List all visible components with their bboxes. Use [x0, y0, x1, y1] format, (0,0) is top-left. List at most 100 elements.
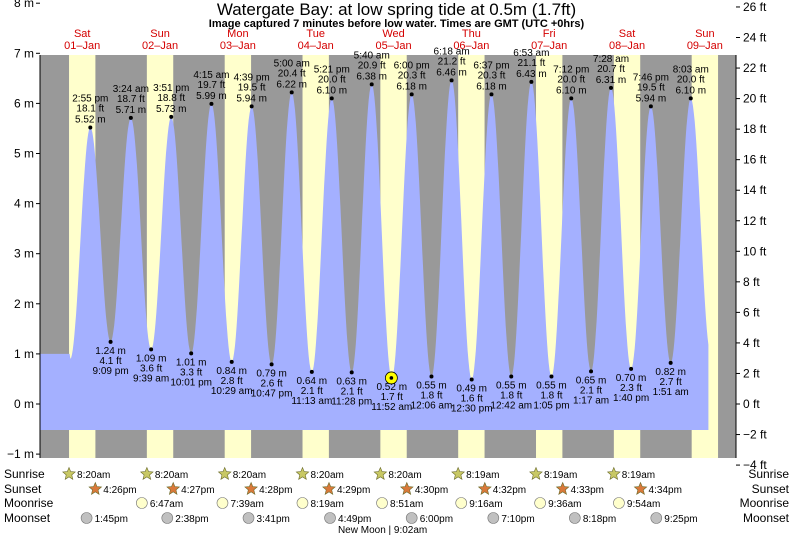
moonrise-row-label-right: Moonrise: [740, 496, 790, 510]
moonset-time: 7:10pm: [501, 514, 534, 525]
sunrise-time: 8:19am: [466, 470, 499, 481]
low-tide-point: [269, 362, 274, 367]
moonrise-icon: [216, 497, 229, 509]
sunset-time: 4:32pm: [493, 485, 526, 496]
sunrise-icon: [139, 466, 154, 480]
high-tide-metres: 5.73 m: [156, 104, 187, 115]
low-tide-time: 1:40 pm: [613, 393, 649, 404]
low-tide-time: 10:29 am: [211, 386, 253, 397]
axes: −1 m 0 m 1 m 2 m 3 m 4 m 5 m 6 m 7 m 8 m −4 ft −2 f…: [7, 0, 767, 472]
chart-title: Watergate Bay: at low spring tide at 0.5…: [216, 0, 577, 19]
day-name-label: Thu: [462, 28, 481, 40]
low-tide-metres: 0.64 m: [297, 376, 328, 387]
sunrise-icon: [606, 466, 621, 480]
moonset-row-label-right: Moonset: [743, 511, 790, 525]
day-name-label: Fri: [543, 28, 556, 40]
sunrise-time: 8:20am: [155, 470, 188, 481]
low-tide-feet: 2.1 ft: [341, 386, 363, 397]
day-date-label: 04–Jan: [298, 40, 334, 52]
right-tick-label: 20 ft: [743, 92, 767, 106]
tide-curve: [40, 80, 709, 431]
low-tide-feet: 2.1 ft: [301, 386, 323, 397]
left-tick-label: 1 m: [14, 347, 34, 361]
sunset-row-label-left: Sunset: [4, 482, 42, 496]
low-tide-point: [629, 366, 634, 371]
sunrise-icon: [451, 466, 466, 480]
high-tide-metres: 5.99 m: [196, 91, 227, 102]
high-tide-feet: 20.3 ft: [478, 70, 506, 81]
low-tide-point: [149, 347, 154, 352]
moonset-time: 8:18pm: [583, 514, 616, 525]
day-date-label: 05–Jan: [375, 40, 411, 52]
low-tide-time: 12:06 am: [411, 400, 453, 411]
low-tide-feet: 3.3 ft: [180, 367, 202, 378]
high-tide-metres: 6.10 m: [316, 85, 347, 96]
high-tide-metres: 6.18 m: [396, 81, 427, 92]
high-tide-point: [688, 96, 693, 101]
high-tide-time: 8:03 am: [673, 64, 709, 75]
left-tick-label: 7 m: [14, 46, 34, 60]
right-tick-label: 8 ft: [743, 275, 760, 289]
astronomy-rows: Sunrise Sunrise 8:20am 8:20am 8:20am 8:20am 8:…: [4, 466, 790, 536]
low-tide-feet: 3.6 ft: [140, 363, 162, 374]
sunset-icon: [555, 481, 570, 495]
high-tide-time: 7:28 am: [593, 54, 629, 65]
low-tide-metres: 0.63 m: [336, 376, 367, 387]
left-tick-label: 2 m: [14, 297, 34, 311]
tide-area: [40, 80, 709, 431]
moonset-icon: [650, 512, 663, 524]
sunset-icon: [477, 481, 492, 495]
sunset-time: 4:27pm: [181, 485, 214, 496]
moonrise-time: 6:47am: [150, 499, 183, 510]
high-tide-time: 6:00 pm: [394, 60, 430, 71]
sunrise-time: 8:20am: [233, 470, 266, 481]
low-tide-time: 9:39 am: [133, 373, 169, 384]
low-tide-time: 11:13 am: [291, 396, 332, 407]
day-name-label: Wed: [382, 28, 404, 40]
day-date-label: 08–Jan: [609, 40, 645, 52]
day-name-label: Sun: [695, 28, 715, 40]
day-date-label: 03–Jan: [220, 40, 256, 52]
sunset-icon: [399, 481, 414, 495]
moonset-time: 6:00pm: [420, 514, 453, 525]
high-tide-point: [88, 125, 93, 130]
low-tide-time: 11:52 am: [371, 402, 412, 413]
sunrise-time: 8:20am: [311, 470, 344, 481]
moonrise-icon: [534, 497, 546, 509]
sunrise-time: 8:20am: [77, 470, 110, 481]
low-tide-metres: 0.55 m: [416, 380, 447, 391]
low-tide-point: [108, 339, 113, 344]
moonset-row-label-left: Moonset: [4, 511, 51, 525]
left-tick-label: 5 m: [14, 147, 34, 161]
high-tide-feet: 18.1 ft: [76, 103, 104, 114]
right-tick-label: 6 ft: [743, 305, 760, 319]
sunset-time: 4:30pm: [415, 485, 448, 496]
moonrise-icon: [136, 497, 148, 509]
moonrise-row-label-left: Moonrise: [4, 496, 54, 510]
high-tide-point: [369, 82, 374, 87]
sunset-icon: [633, 481, 648, 495]
moonset-time: 1:45pm: [95, 514, 128, 525]
low-tide-feet: 1.8 ft: [500, 390, 522, 401]
left-tick-label: 4 m: [14, 197, 34, 211]
low-tide-feet: 4.1 ft: [99, 356, 121, 367]
moonrise-icon: [455, 497, 468, 509]
right-tick-label: 12 ft: [743, 214, 767, 228]
high-tide-metres: 5.94 m: [236, 93, 267, 104]
high-tide-feet: 21.2 ft: [438, 56, 466, 67]
high-tide-point: [209, 101, 214, 106]
low-tide-point: [429, 374, 434, 379]
high-tide-feet: 20.9 ft: [358, 60, 386, 71]
sunset-time: 4:34pm: [649, 485, 682, 496]
right-tick-label: 0 ft: [743, 397, 760, 411]
low-tide-metres: 0.79 m: [256, 368, 287, 379]
sunset-time: 4:29pm: [337, 485, 370, 496]
day-date-label: 01–Jan: [64, 40, 100, 52]
right-tick-label: 24 ft: [743, 31, 767, 45]
moonrise-time: 9:54am: [627, 499, 660, 510]
high-tide-metres: 6.43 m: [516, 69, 547, 80]
day-name-label: Sat: [619, 28, 636, 40]
high-tide-feet: 20.0 ft: [677, 74, 705, 85]
low-tide-point: [309, 369, 314, 374]
high-tide-feet: 18.7 ft: [117, 94, 145, 105]
